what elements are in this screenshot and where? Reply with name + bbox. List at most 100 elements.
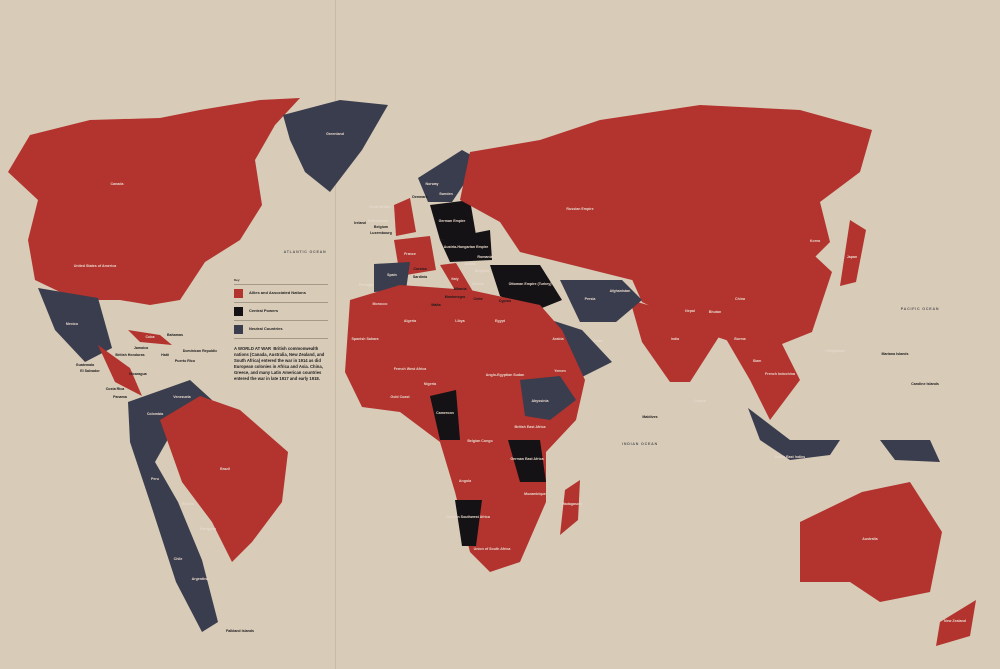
scandinavia-region (418, 150, 480, 202)
country-label: Mexico (66, 322, 79, 326)
country-label: Persia (585, 297, 597, 301)
country-label: Spain (387, 273, 397, 277)
country-label: Great Britain (369, 205, 391, 209)
country-label: France (404, 252, 416, 256)
country-label: Bahamas (167, 333, 183, 337)
country-label: Ceylon (694, 399, 706, 403)
legend-text: British commonwealth nations (Canada, Au… (234, 346, 325, 382)
country-label: Nepal (685, 309, 695, 313)
south-america-neutral-region (128, 380, 218, 632)
country-label: Bhutan (709, 310, 721, 314)
country-label: Italy (451, 277, 458, 281)
country-label: Maldives (642, 415, 657, 419)
country-label: Canada (111, 182, 125, 186)
russian-empire-region (460, 105, 872, 282)
country-label: Guatemala (76, 363, 95, 367)
country-label: Serbia (465, 262, 477, 266)
new-guinea-region (880, 440, 940, 462)
country-label: Puerto Rico (175, 359, 196, 363)
country-label: Cuba (146, 335, 156, 339)
japan-region (840, 220, 866, 286)
country-label: German East Africa (510, 457, 544, 461)
austria-hungary-region (440, 230, 492, 262)
german-southwest-africa-region (455, 500, 482, 546)
country-label: Paraguay (200, 527, 216, 531)
legend-heading: A WORLD AT WAR (234, 346, 272, 351)
central-america-region (98, 345, 142, 396)
country-label: Greece (472, 282, 484, 286)
madagascar-region (560, 480, 580, 535)
country-label: Abyssinia (532, 399, 550, 403)
country-label: Mariana Islands (882, 352, 909, 356)
country-label: Caroline Islands (911, 382, 939, 386)
country-label: Russian Empire (566, 207, 593, 211)
country-label: Nigeria (424, 382, 437, 386)
country-label: Algeria (404, 319, 417, 323)
wall-seam (335, 0, 336, 669)
country-label: French Indochina (765, 372, 796, 376)
country-label: Colombia (147, 412, 164, 416)
country-label: Siam (753, 359, 762, 363)
country-label: Dominican Republic (183, 349, 218, 353)
country-label: Ottoman Empire (Turkey) (509, 282, 553, 286)
country-label: El Salvador (80, 369, 100, 373)
mexico-region (38, 288, 112, 362)
country-label: Oman (593, 339, 603, 343)
great-britain-region (394, 198, 416, 236)
central-swatch (234, 307, 243, 316)
legend-label: Allies and Associated Nations (249, 290, 306, 296)
map-legend: Key Allies and Associated Nations Centra… (234, 278, 328, 383)
country-label: Cameroon (436, 411, 454, 415)
ocean-label: ATLANTIC OCEAN (284, 250, 327, 254)
country-label: Portugal (359, 283, 374, 287)
country-label: Norway (426, 182, 439, 186)
country-label: British Honduras (115, 353, 144, 357)
country-label: Bolivia (182, 502, 195, 506)
german-empire-region (430, 200, 476, 240)
ocean-label: PACIFIC OCEAN (901, 307, 939, 311)
persia-region (560, 280, 642, 322)
country-label: Japan (847, 255, 857, 259)
country-label: Angola (459, 479, 472, 483)
china-region (620, 242, 832, 352)
country-label: Haiti (161, 353, 169, 357)
country-label: United States of America (74, 264, 117, 268)
india-region (630, 300, 722, 382)
spain-region (374, 262, 410, 292)
country-label: Albania (454, 287, 468, 291)
country-label: French West Africa (394, 367, 428, 371)
country-label: Libya (455, 319, 465, 323)
brazil-region (160, 396, 288, 562)
neutral-swatch (234, 325, 243, 334)
country-label: Austria-Hungarian Empire (444, 245, 489, 249)
greenland-region (283, 100, 388, 192)
country-label: British East Africa (514, 425, 546, 429)
country-label: Australia (862, 537, 878, 541)
german-east-africa-region (508, 440, 546, 482)
country-label: China (735, 297, 746, 301)
country-label: Bulgaria (475, 269, 490, 273)
legend-item-central: Central Powers (234, 303, 328, 321)
cameroon-region (430, 390, 460, 440)
ocean-label: INDIAN OCEAN (622, 442, 658, 446)
country-label: Peru (151, 477, 159, 481)
africa-region (345, 285, 585, 572)
legend-key-label: Key (234, 278, 328, 285)
country-label: Dutch East Indies (775, 455, 805, 459)
country-label: German Southwest Africa (446, 515, 491, 519)
legend-label: Neutral Countries (249, 326, 283, 332)
country-label: Denmark (412, 195, 427, 199)
north-america-region (8, 98, 300, 305)
ottoman-empire-region (490, 265, 562, 312)
dutch-east-indies-region (748, 408, 840, 460)
country-label: Philippines (825, 349, 844, 353)
country-label: Sweden (439, 192, 453, 196)
country-label: Arabia (552, 337, 564, 341)
country-label: Yemen (554, 369, 566, 373)
legend-item-allies: Allies and Associated Nations (234, 285, 328, 303)
legend-label: Central Powers (249, 308, 279, 314)
country-label: Anglo-Egyptian Sudan (486, 373, 525, 377)
country-label: Egypt (495, 319, 506, 323)
country-label: Spanish Sahara (352, 337, 380, 341)
